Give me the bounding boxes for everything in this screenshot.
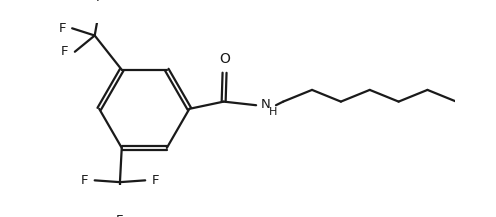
Text: F: F: [81, 174, 88, 187]
Text: N: N: [260, 98, 270, 111]
Text: O: O: [219, 53, 230, 66]
Text: F: F: [151, 174, 159, 187]
Text: F: F: [61, 45, 68, 58]
Text: F: F: [95, 0, 103, 4]
Text: F: F: [116, 214, 124, 217]
Text: F: F: [59, 22, 66, 35]
Text: H: H: [269, 107, 277, 117]
